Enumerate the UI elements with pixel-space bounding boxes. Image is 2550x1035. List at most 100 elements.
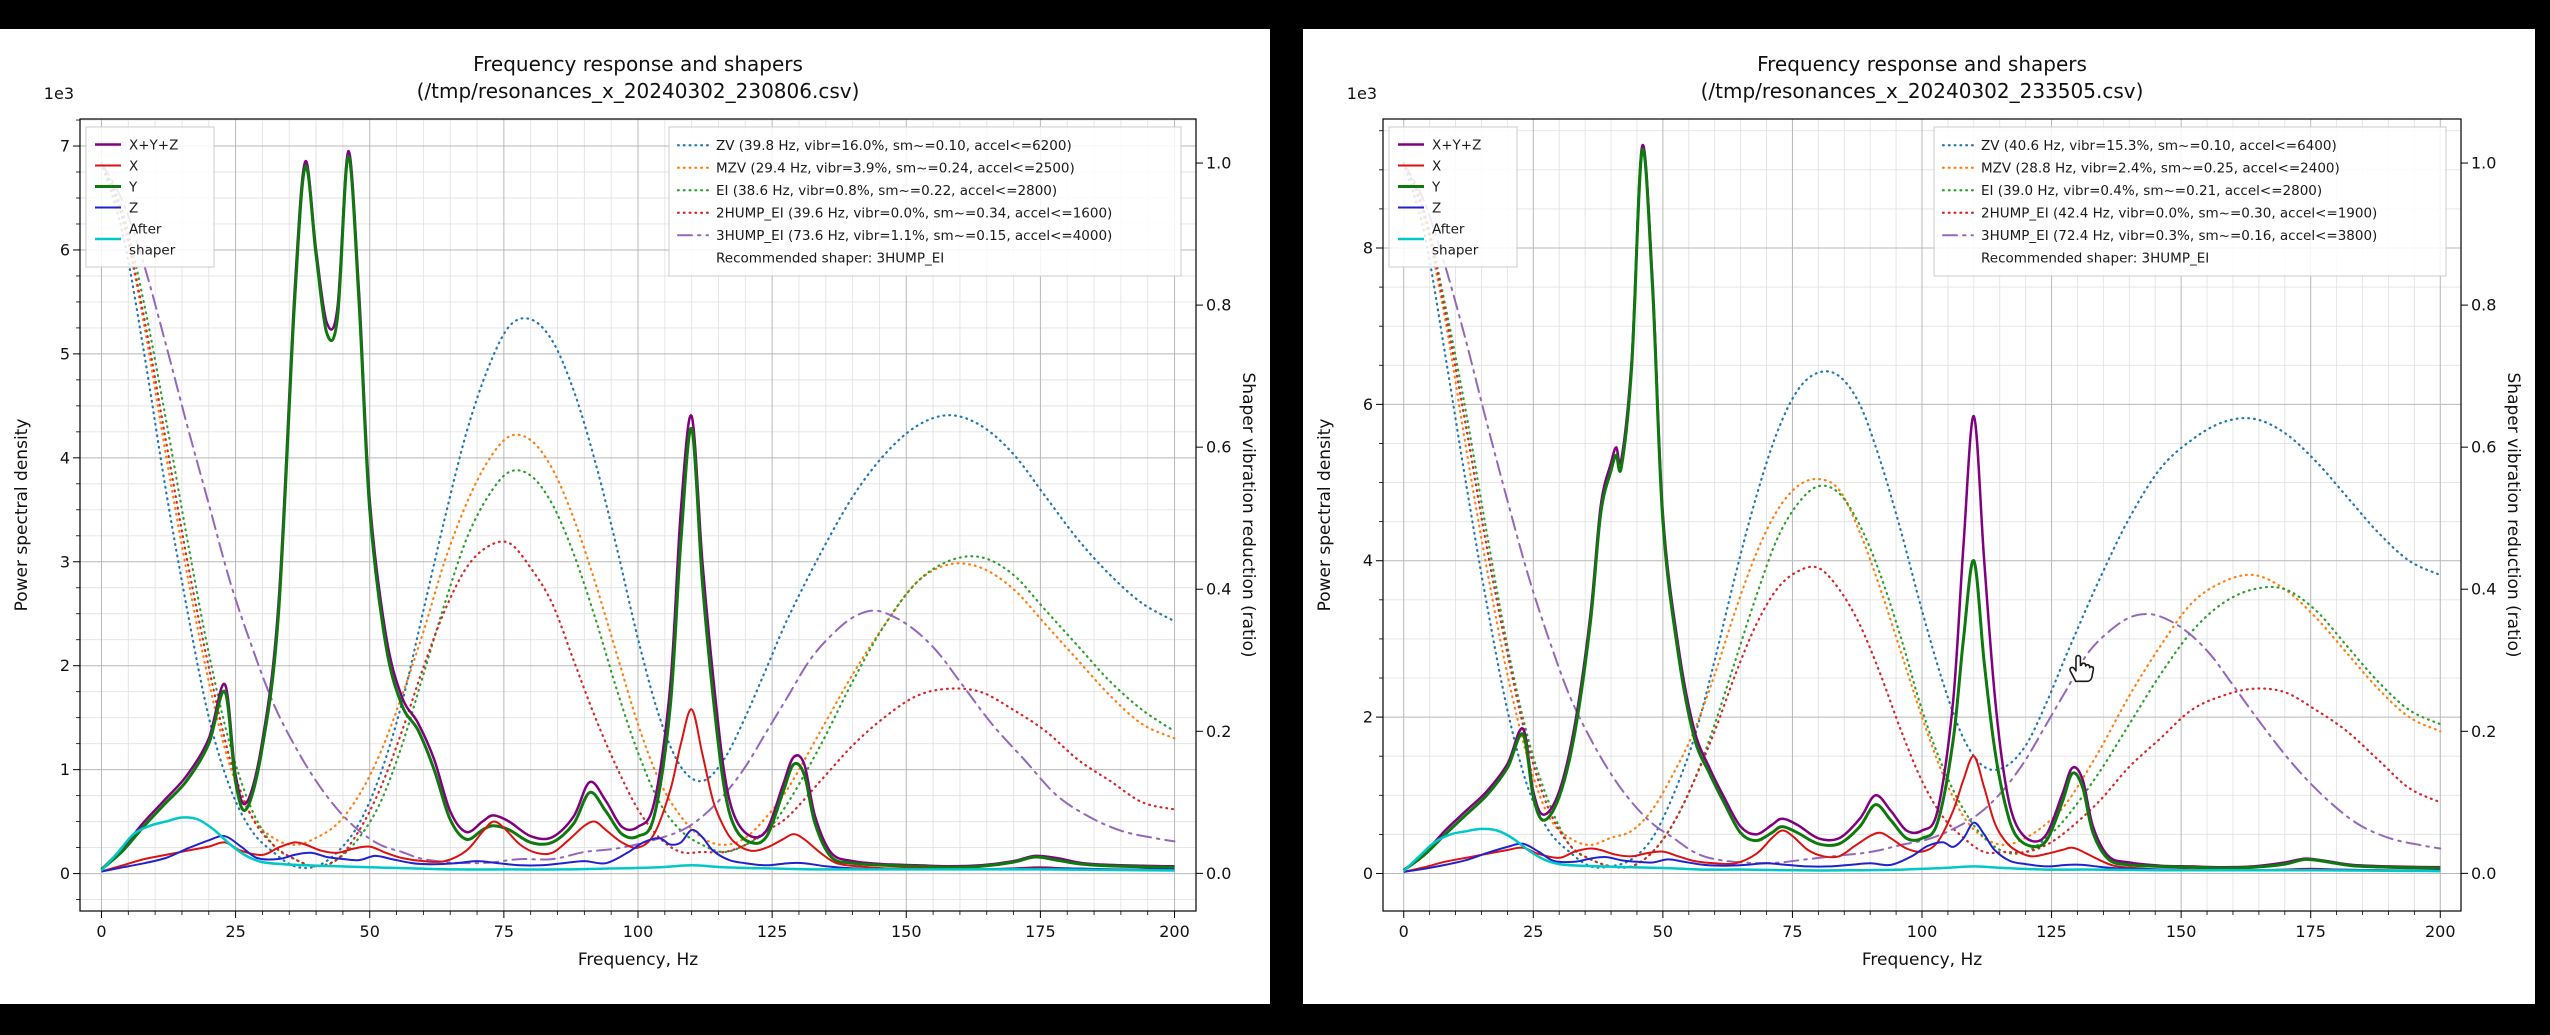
legend-label: Y [128,179,138,195]
svg-text:0.0: 0.0 [1206,864,1231,883]
svg-text:100: 100 [623,922,654,941]
svg-text:0: 0 [96,922,106,941]
svg-text:6: 6 [60,240,70,259]
legend-label: 3HUMP_EI (72.4 Hz, vibr=0.3%, sm~=0.16, … [1981,228,2377,244]
svg-text:50: 50 [1653,922,1673,941]
series-3hump-ei [1402,162,2442,865]
x-axis-label: Frequency, Hz [1861,950,1983,970]
legend-label: X [129,158,138,174]
axis-offset-label: 1e3 [1346,84,1377,103]
axis-offset-label: 1e3 [43,84,74,103]
top-letterbox-bar [0,0,2550,29]
series-3hump-ei [100,162,1176,865]
svg-text:100: 100 [1907,922,1938,941]
legend-label: shaper [129,242,176,258]
axis-ticks: 0 25 50 75 100 125 150 175 200 0 1 2 3 4 5 6 7 0.0 0.2 0.4 0… [60,119,1231,941]
legend-label: After [129,221,162,237]
svg-text:1.0: 1.0 [1206,154,1231,173]
y-axis-label-right: Shaper vibration reduction (ratio) [2503,372,2523,658]
legend-label: 2HUMP_EI (39.6 Hz, vibr=0.0%, sm~=0.34, … [716,206,1112,222]
series-after-shaper [1402,827,2441,873]
legend-label: shaper [1432,242,1479,258]
svg-text:125: 125 [2036,922,2067,941]
series-zv [100,161,1176,870]
bottom-letterbox-bar [0,1004,2550,1035]
svg-text:0.8: 0.8 [1206,296,1231,315]
chart-title: Frequency response and shapers (/tmp/res… [80,51,1196,105]
legend: X+Y+Z XYZ After shaper [85,126,215,268]
series-2hump-ei [100,161,1176,868]
svg-text:0: 0 [1363,864,1373,883]
legend-label: X+Y+Z [129,137,178,153]
svg-text:0.4: 0.4 [2471,580,2496,599]
series-x [101,708,1175,873]
legend: X+Y+Z XYZ After shaper [1388,126,1518,268]
svg-text:8: 8 [1363,239,1373,258]
legend-label: X [1432,158,1441,174]
svg-text:1: 1 [60,760,70,779]
svg-text:2: 2 [60,656,70,675]
legend-label: MZV (28.8 Hz, vibr=2.4%, sm~=0.25, accel… [1981,161,2340,177]
svg-text:200: 200 [1159,922,1190,941]
svg-text:0.2: 0.2 [1206,722,1231,741]
svg-text:7: 7 [60,137,70,156]
legend-label: EI (38.6 Hz, vibr=0.8%, sm~=0.22, accel<… [716,183,1057,199]
legend-label: X+Y+Z [1432,137,1481,153]
chart-title-line: Frequency response and shapers [1757,52,2087,76]
chart-subtitle: (/tmp/resonances_x_20240302_233505.csv) [1700,79,2144,103]
svg-text:2: 2 [1363,708,1373,727]
chart-title: Frequency response and shapers (/tmp/res… [1383,51,2461,105]
chart-panel-right: 0 25 50 75 100 125 150 175 200 0 2 4 6 8 0.0 0.2 0.4 0.6 0… [1303,29,2535,1004]
svg-text:0.8: 0.8 [2471,296,2496,315]
svg-text:175: 175 [2295,922,2326,941]
legend-label: 3HUMP_EI (73.6 Hz, vibr=1.1%, sm~=0.15, … [716,228,1112,244]
svg-text:1.0: 1.0 [2471,154,2496,173]
svg-text:150: 150 [891,922,922,941]
svg-text:50: 50 [360,922,380,941]
hand-cursor-icon [2063,650,2097,684]
svg-text:3: 3 [60,552,70,571]
svg-text:0.4: 0.4 [1206,580,1231,599]
chart-title-line: Frequency response and shapers [473,52,803,76]
legend-label: 2HUMP_EI (42.4 Hz, vibr=0.0%, sm~=0.30, … [1981,206,2377,222]
legend: ZV (40.6 Hz, vibr=15.3%, sm~=0.10, accel… [1933,126,2447,277]
series-z [101,828,1175,873]
legend-note: Recommended shaper: 3HUMP_EI [1981,251,2209,267]
legend-label: After [1432,221,1465,237]
svg-text:125: 125 [757,922,788,941]
legend-label: EI (39.0 Hz, vibr=0.4%, sm~=0.21, accel<… [1981,183,2322,199]
svg-text:5: 5 [60,344,70,363]
chart-panel-left: 0 25 50 75 100 125 150 175 200 0 1 2 3 4 5 6 7 0.0 0.2 0.4 0… [0,29,1270,1004]
legend-note: Recommended shaper: 3HUMP_EI [716,251,944,267]
legend-label: ZV (40.6 Hz, vibr=15.3%, sm~=0.10, accel… [1981,138,2337,154]
svg-text:175: 175 [1025,922,1056,941]
svg-text:0.2: 0.2 [2471,722,2496,741]
series-y [100,154,1175,871]
series-ei [100,161,1176,868]
series-zv [1402,161,2442,869]
series-z [1403,821,2441,873]
series-y [1402,147,2441,872]
panel-divider [1270,29,1303,1004]
plot-area: 0 25 50 75 100 125 150 175 200 0 2 4 6 8 0.0 0.2 0.4 0.6 0… [1363,118,2496,941]
svg-text:4: 4 [1363,551,1373,570]
axis-ticks: 0 25 50 75 100 125 150 175 200 0 2 4 6 8 0.0 0.2 0.4 0.6 0… [1363,130,2496,941]
svg-text:4: 4 [60,448,70,467]
plot-area: 0 25 50 75 100 125 150 175 200 0 1 2 3 4 5 6 7 0.0 0.2 0.4 0… [60,118,1231,941]
svg-text:75: 75 [1782,922,1802,941]
svg-text:150: 150 [2166,922,2197,941]
svg-text:25: 25 [225,922,245,941]
series-mzv [100,161,1176,847]
svg-text:0: 0 [60,864,70,883]
svg-text:0.6: 0.6 [2471,438,2496,457]
y-axis-label-left: Power spectral density [12,418,32,612]
series-ei [1402,161,2442,869]
svg-text:0.6: 0.6 [1206,438,1231,457]
legend-label: Z [129,200,138,216]
legend-label: ZV (39.8 Hz, vibr=16.0%, sm~=0.10, accel… [716,138,1072,154]
series-after-shaper [100,816,1175,872]
series-group [1402,143,2442,873]
y-axis-label-right: Shaper vibration reduction (ratio) [1238,372,1258,658]
legend-label: Z [1432,200,1441,216]
legend-label: Y [1431,179,1441,195]
